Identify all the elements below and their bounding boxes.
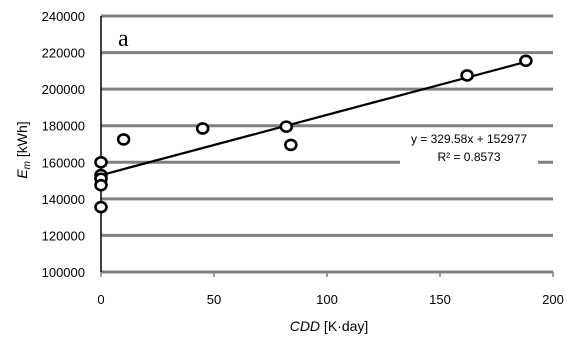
- trendline-r2: R² = 0.8573: [437, 150, 500, 164]
- y-tick-label: 240000: [42, 9, 85, 24]
- y-axis-label-unit: [kWh]: [14, 121, 30, 161]
- y-axis-label-sub: m: [22, 161, 33, 169]
- data-point: [519, 54, 533, 68]
- x-tick-label: 200: [542, 292, 564, 307]
- y-axis-label: Em [kWh]: [14, 121, 33, 178]
- x-tick-label: 100: [316, 292, 338, 307]
- y-tick-label: 160000: [42, 155, 85, 170]
- x-tick-marks: [100, 272, 554, 277]
- data-point: [94, 155, 108, 169]
- y-tick-label: 200000: [42, 82, 85, 97]
- data-point: [284, 138, 298, 152]
- x-tick-label: 50: [207, 292, 221, 307]
- data-point: [195, 122, 210, 135]
- y-tick-label: 180000: [42, 119, 85, 134]
- data-point: [460, 69, 474, 82]
- y-tick-label: 100000: [42, 265, 85, 280]
- data-point: [94, 200, 108, 214]
- y-axis-label-main: E: [14, 169, 30, 179]
- trendline: [100, 60, 527, 177]
- data-point: [94, 178, 108, 192]
- gridlines: [101, 14, 553, 274]
- x-tick-labels: 0 50 100 150 200: [97, 292, 563, 307]
- x-axis-label-main: CDD: [290, 318, 320, 334]
- y-tick-label: 220000: [42, 46, 85, 61]
- x-tick-label: 150: [429, 292, 451, 307]
- x-tick-label: 0: [97, 292, 104, 307]
- equation-box: [400, 128, 538, 168]
- data-points: [94, 54, 533, 214]
- y-tick-label: 120000: [42, 228, 85, 243]
- y-tick-label: 140000: [42, 192, 85, 207]
- panel-label: a: [118, 26, 129, 52]
- data-point: [279, 120, 294, 133]
- y-tick-labels: 100000 120000 140000 160000 180000 200000 2200…: [42, 9, 85, 280]
- x-axis-label-unit: [K·day]: [320, 318, 368, 334]
- trendline-equation: y = 329.58x + 152977: [411, 132, 527, 146]
- x-axis-label: CDD [K·day]: [290, 318, 369, 334]
- data-point: [116, 133, 131, 146]
